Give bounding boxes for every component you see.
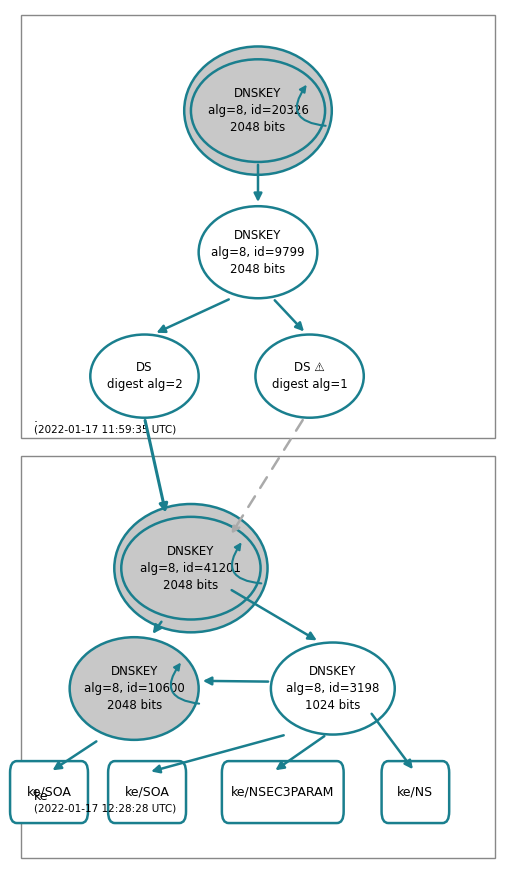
FancyBboxPatch shape: [108, 761, 186, 823]
Ellipse shape: [90, 335, 199, 418]
Text: DS ⚠
digest alg=1: DS ⚠ digest alg=1: [272, 361, 347, 391]
Text: DNSKEY
alg=8, id=20326
2048 bits: DNSKEY alg=8, id=20326 2048 bits: [207, 87, 309, 135]
Text: DNSKEY
alg=8, id=41201
2048 bits: DNSKEY alg=8, id=41201 2048 bits: [140, 544, 241, 592]
Text: ke/SOA: ke/SOA: [27, 786, 71, 798]
FancyBboxPatch shape: [222, 761, 344, 823]
Ellipse shape: [271, 643, 395, 735]
Text: ke/SOA: ke/SOA: [125, 786, 169, 798]
FancyBboxPatch shape: [10, 761, 88, 823]
Text: ke/NS: ke/NS: [397, 786, 433, 798]
Text: DS
digest alg=2: DS digest alg=2: [107, 361, 182, 391]
Text: DNSKEY
alg=8, id=9799
2048 bits: DNSKEY alg=8, id=9799 2048 bits: [211, 228, 305, 276]
Text: DNSKEY
alg=8, id=10600
2048 bits: DNSKEY alg=8, id=10600 2048 bits: [84, 665, 185, 712]
Bar: [21, 15, 495, 438]
Ellipse shape: [114, 504, 267, 632]
Ellipse shape: [255, 335, 364, 418]
Text: (2022-01-17 11:59:35 UTC): (2022-01-17 11:59:35 UTC): [34, 425, 176, 435]
Text: ke/NSEC3PARAM: ke/NSEC3PARAM: [231, 786, 334, 798]
Ellipse shape: [199, 206, 317, 298]
Text: .: .: [34, 412, 38, 425]
Ellipse shape: [121, 517, 261, 619]
Ellipse shape: [184, 46, 332, 175]
Ellipse shape: [70, 637, 199, 740]
Text: ke: ke: [34, 790, 48, 803]
FancyBboxPatch shape: [382, 761, 449, 823]
Text: DNSKEY
alg=8, id=3198
1024 bits: DNSKEY alg=8, id=3198 1024 bits: [286, 665, 379, 712]
Bar: [21, 456, 495, 858]
Text: (2022-01-17 12:28:28 UTC): (2022-01-17 12:28:28 UTC): [34, 804, 176, 813]
Ellipse shape: [191, 59, 325, 162]
